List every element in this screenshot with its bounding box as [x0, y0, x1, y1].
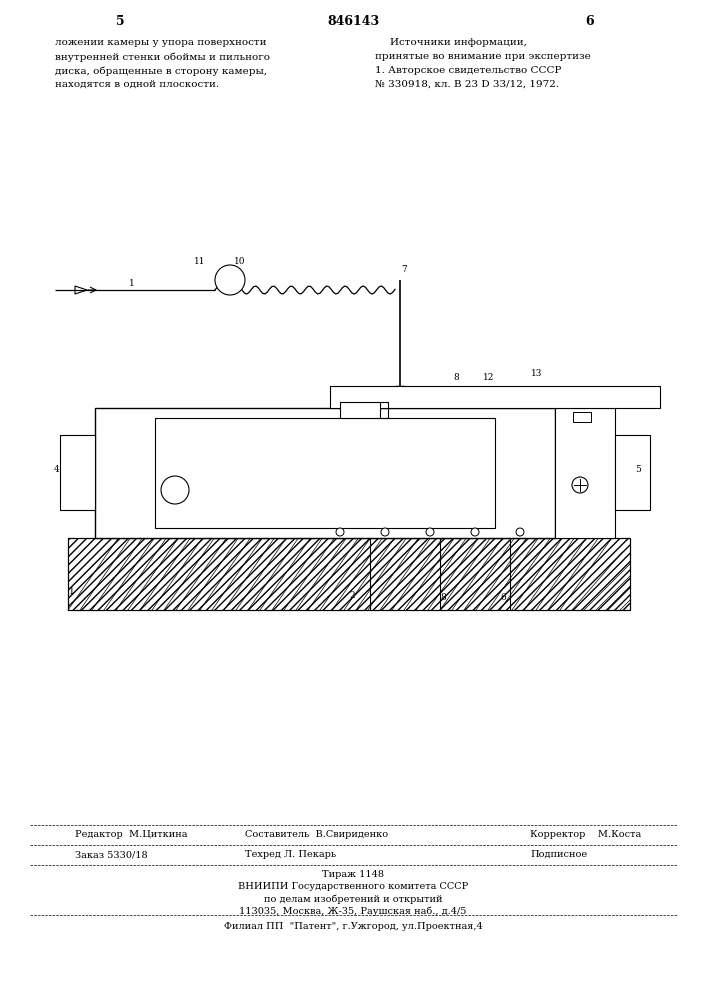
Text: Филиал ПП  "Патент", г.Ужгород, ул.Проектная,4: Филиал ПП "Патент", г.Ужгород, ул.Проект…	[223, 922, 482, 931]
Circle shape	[471, 528, 479, 536]
Circle shape	[516, 528, 524, 536]
Text: 5: 5	[116, 15, 124, 28]
Text: 13: 13	[532, 368, 543, 377]
Bar	[155, 418, 495, 528]
Text: 8: 8	[453, 373, 459, 382]
Bar	[330, 386, 660, 408]
Text: 7: 7	[401, 265, 407, 274]
Text: Составитель  В.Свириденко: Составитель В.Свириденко	[245, 830, 388, 839]
Text: 113035, Москва, Ж-35, Раушская наб., д.4/5: 113035, Москва, Ж-35, Раушская наб., д.4…	[239, 906, 467, 916]
Text: Корректор    М.Коста: Корректор М.Коста	[530, 830, 641, 839]
Circle shape	[161, 476, 189, 504]
Text: 6: 6	[500, 592, 506, 601]
Text: диска, обращенные в сторону камеры,: диска, обращенные в сторону камеры,	[55, 66, 267, 76]
Text: 2: 2	[349, 590, 355, 599]
Text: 5: 5	[635, 466, 641, 475]
Text: ВНИИПИ Государственного комитета СССР: ВНИИПИ Государственного комитета СССР	[238, 882, 468, 891]
Bar	[340, 402, 380, 418]
Circle shape	[426, 528, 434, 536]
Circle shape	[572, 477, 588, 493]
Text: 12: 12	[484, 373, 495, 382]
Bar	[573, 412, 591, 422]
Circle shape	[215, 265, 245, 295]
Text: 1. Авторское свидетельство СССР: 1. Авторское свидетельство СССР	[375, 66, 561, 75]
Text: внутренней стенки обоймы и пильного: внутренней стенки обоймы и пильного	[55, 52, 270, 62]
Text: № 330918, кл. В 23 D 33/12, 1972.: № 330918, кл. В 23 D 33/12, 1972.	[375, 80, 559, 89]
Circle shape	[336, 528, 344, 536]
Bar	[555, 408, 615, 538]
Text: 9: 9	[154, 468, 160, 478]
Text: 3: 3	[458, 388, 464, 397]
Bar	[68, 538, 630, 610]
Text: принятые во внимание при экспертизе: принятые во внимание при экспертизе	[375, 52, 591, 61]
Text: 6: 6	[585, 15, 595, 28]
Text: Тираж 1148: Тираж 1148	[322, 870, 384, 879]
Text: 1: 1	[69, 587, 75, 596]
Bar	[60, 435, 95, 510]
Bar	[68, 538, 630, 610]
Text: Техред Л. Пекарь: Техред Л. Пекарь	[245, 850, 336, 859]
Text: 10: 10	[234, 257, 246, 266]
Bar	[95, 408, 555, 538]
Circle shape	[381, 528, 389, 536]
Text: Источники информации,: Источники информации,	[390, 38, 527, 47]
Text: Подписное: Подписное	[530, 850, 587, 859]
Text: ложении камеры у упора поверхности: ложении камеры у упора поверхности	[55, 38, 267, 47]
Text: 11: 11	[194, 257, 206, 266]
Bar	[615, 435, 650, 510]
Text: 4: 4	[54, 466, 60, 475]
Text: Редактор  М.Циткина: Редактор М.Циткина	[75, 830, 187, 839]
Text: 8: 8	[440, 592, 446, 601]
Text: 846143: 846143	[327, 15, 379, 28]
Text: находятся в одной плоскости.: находятся в одной плоскости.	[55, 80, 219, 89]
Text: по делам изобретений и открытий: по делам изобретений и открытий	[264, 894, 443, 904]
Text: 1: 1	[129, 278, 135, 288]
Text: Заказ 5330/18: Заказ 5330/18	[75, 850, 148, 859]
